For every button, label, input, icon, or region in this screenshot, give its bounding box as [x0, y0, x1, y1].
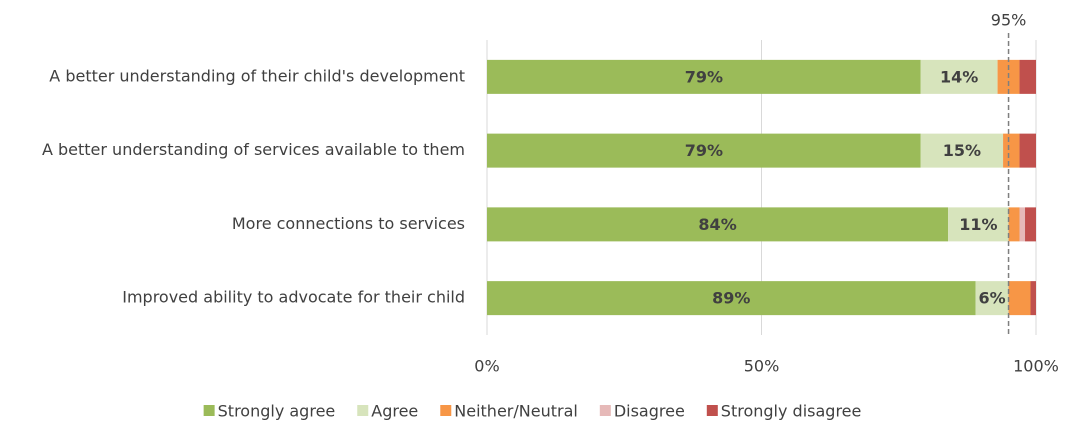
bar-segment [1008, 207, 1020, 242]
legend-label: Strongly disagree [721, 402, 862, 421]
data-label: 6% [978, 289, 1005, 308]
bar-segment [948, 207, 1009, 242]
data-label: 79% [685, 67, 723, 86]
bar-segment [975, 281, 1009, 316]
bar-segment [487, 59, 921, 94]
bar-segment [1008, 281, 1031, 316]
x-tick-label: 50% [744, 357, 780, 376]
data-label: 14% [940, 67, 978, 86]
y-tick-label: A better understanding of their child's … [49, 66, 465, 85]
legend-swatch [706, 405, 718, 416]
bar-segment [1030, 281, 1036, 316]
legend-label: Strongly agree [218, 402, 336, 421]
legend-swatch [440, 405, 452, 416]
data-label: 15% [943, 141, 981, 160]
bar-segment [1025, 207, 1036, 242]
bar-segment [487, 281, 976, 316]
y-tick-label: Improved ability to advocate for their c… [122, 288, 465, 307]
bar-segment [920, 133, 1004, 168]
x-tick-label: 0% [474, 357, 499, 376]
x-tick-label: 100% [1013, 357, 1059, 376]
bar-segment [1003, 133, 1020, 168]
legend-swatch [599, 405, 611, 416]
bar-segment [487, 133, 921, 168]
bar-segment [1019, 207, 1026, 242]
legend-label: Neither/Neutral [454, 402, 578, 421]
y-tick-label: More connections to services [232, 214, 465, 233]
bar-segment [1019, 59, 1036, 94]
legend-label: Agree [371, 402, 418, 421]
bar-segment [920, 59, 998, 94]
legend: Strongly agree Agree Neither/Neutral Disagr… [203, 402, 862, 421]
bar-segment [487, 207, 949, 242]
legend-label: Disagree [614, 402, 685, 421]
data-label: 79% [685, 141, 723, 160]
y-tick-label: A better understanding of services avail… [42, 140, 465, 159]
data-label: 11% [959, 215, 997, 234]
legend-swatch [357, 405, 369, 416]
reference-label: 95% [991, 11, 1027, 30]
data-label: 89% [712, 289, 750, 308]
bar-segment [1019, 133, 1036, 168]
data-label: 84% [698, 215, 736, 234]
legend-swatch [203, 405, 215, 416]
